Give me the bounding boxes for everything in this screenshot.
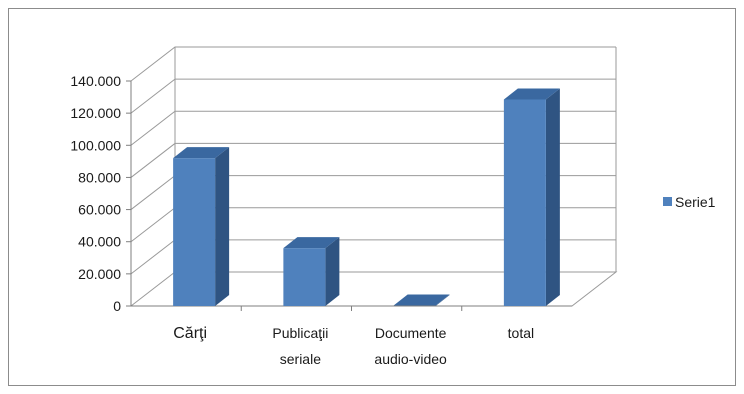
bar <box>503 88 560 306</box>
bar-side <box>325 237 340 306</box>
x-category-label: Publicaţii seriale <box>272 325 328 367</box>
chart-svg: 0 20.000 40.000 60.000 80.000 100.000 120.000 1… <box>70 46 716 367</box>
bar-side <box>215 147 230 306</box>
bar-front <box>283 248 326 306</box>
y-tick-label: 140.000 <box>70 73 121 89</box>
y-tick-labels: 0 20.000 40.000 60.000 80.000 100.000 120.000 1… <box>70 73 121 314</box>
legend: Serie1 <box>663 194 716 210</box>
y-tick-label: 20.000 <box>78 266 121 282</box>
bar-front <box>503 99 546 306</box>
y-tick-label: 0 <box>113 298 121 314</box>
bar-top <box>393 294 450 306</box>
x-category-label: total <box>508 325 534 341</box>
bar-front <box>173 158 216 306</box>
y-tick-label: 120.000 <box>70 105 121 121</box>
y-tick-label: 80.000 <box>78 169 121 185</box>
x-category-labels: Cărţi Publicaţii seriale Documente audio-vid… <box>173 325 534 367</box>
y-tick-label: 100.000 <box>70 137 121 153</box>
bar-top <box>173 147 230 159</box>
gridline <box>130 46 616 82</box>
bar-side <box>545 88 560 306</box>
x-category-label: Documente audio-video <box>374 325 447 367</box>
bar-top <box>283 237 340 249</box>
y-tick-label: 60.000 <box>78 202 121 218</box>
chart-frame: 0 20.000 40.000 60.000 80.000 100.000 120.000 1… <box>8 8 736 386</box>
x-category-label: Cărţi <box>173 325 207 342</box>
bars <box>173 88 560 306</box>
legend-label: Serie1 <box>675 194 716 210</box>
legend-swatch <box>663 197 672 206</box>
bar-top <box>503 88 560 100</box>
bar-side <box>435 294 450 306</box>
bar <box>393 294 450 306</box>
bar <box>283 237 340 306</box>
bar <box>173 147 230 306</box>
y-tick-label: 40.000 <box>78 234 121 250</box>
